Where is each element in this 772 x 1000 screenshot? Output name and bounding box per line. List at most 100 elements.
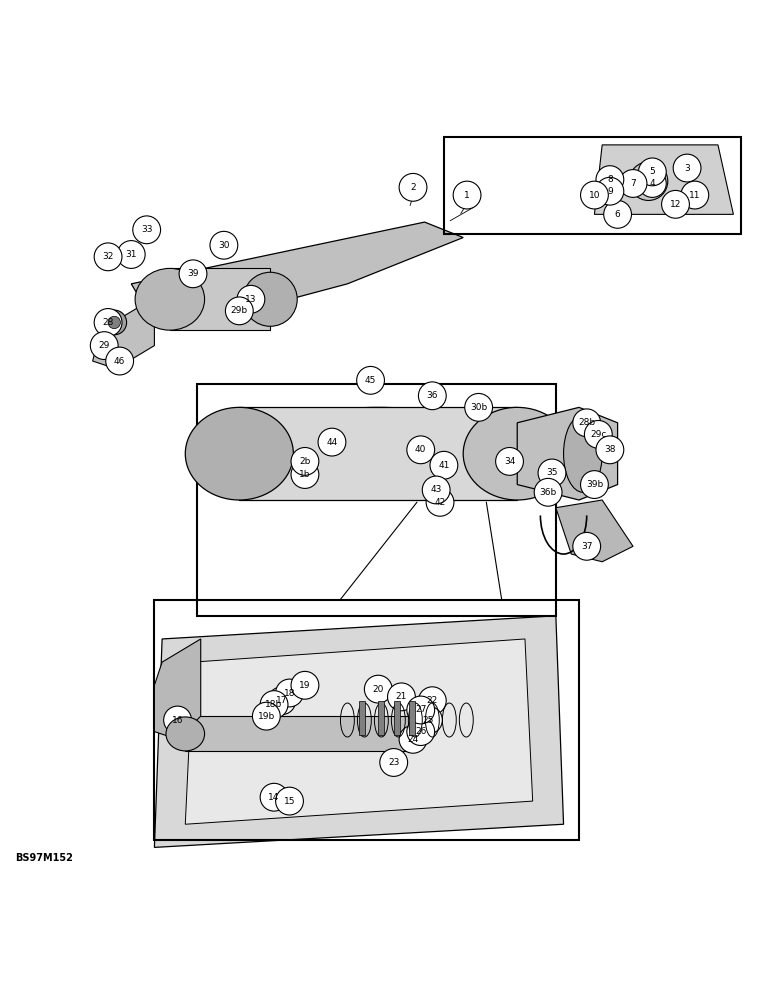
Text: 14: 14 xyxy=(269,793,279,802)
Circle shape xyxy=(581,471,608,498)
Text: 19: 19 xyxy=(300,681,310,690)
Text: 1: 1 xyxy=(464,191,470,200)
Circle shape xyxy=(318,428,346,456)
Circle shape xyxy=(94,309,122,336)
Circle shape xyxy=(573,409,601,437)
Circle shape xyxy=(681,181,709,209)
Circle shape xyxy=(415,706,442,734)
Ellipse shape xyxy=(629,162,668,200)
Text: 18b: 18b xyxy=(266,700,283,709)
Ellipse shape xyxy=(239,407,517,500)
Circle shape xyxy=(430,451,458,479)
Text: 16: 16 xyxy=(172,716,183,725)
Circle shape xyxy=(364,675,392,703)
Text: 2: 2 xyxy=(410,183,416,192)
Text: 34: 34 xyxy=(504,457,515,466)
Bar xyxy=(170,268,270,330)
Circle shape xyxy=(619,170,647,197)
Ellipse shape xyxy=(463,407,571,500)
Ellipse shape xyxy=(185,407,293,500)
Circle shape xyxy=(638,158,666,186)
Text: 28: 28 xyxy=(103,318,113,327)
Text: 15: 15 xyxy=(284,797,295,806)
Circle shape xyxy=(407,696,435,724)
Text: 4: 4 xyxy=(649,179,655,188)
Text: 9: 9 xyxy=(607,187,613,196)
Circle shape xyxy=(225,297,253,325)
Circle shape xyxy=(179,260,207,288)
Circle shape xyxy=(276,679,303,707)
Circle shape xyxy=(117,241,145,268)
Text: 5: 5 xyxy=(649,167,655,176)
Circle shape xyxy=(584,420,612,448)
Ellipse shape xyxy=(108,316,120,329)
Bar xyxy=(239,407,517,500)
Text: 11: 11 xyxy=(689,191,700,200)
Text: 3: 3 xyxy=(684,164,690,173)
Circle shape xyxy=(291,448,319,475)
Text: 43: 43 xyxy=(431,485,442,494)
Circle shape xyxy=(357,366,384,394)
Text: 36: 36 xyxy=(427,391,438,400)
Text: 8: 8 xyxy=(607,175,613,184)
Ellipse shape xyxy=(135,268,205,330)
Circle shape xyxy=(418,382,446,410)
Bar xyxy=(359,701,365,735)
Text: 44: 44 xyxy=(327,438,337,447)
Circle shape xyxy=(90,332,118,359)
Polygon shape xyxy=(131,222,463,322)
Circle shape xyxy=(422,476,450,504)
Circle shape xyxy=(106,347,134,375)
Circle shape xyxy=(534,478,562,506)
Polygon shape xyxy=(185,639,533,824)
Text: 10: 10 xyxy=(589,191,600,200)
Text: 30: 30 xyxy=(218,241,229,250)
Circle shape xyxy=(210,231,238,259)
Circle shape xyxy=(581,181,608,209)
Circle shape xyxy=(604,200,631,228)
Circle shape xyxy=(399,173,427,201)
Circle shape xyxy=(596,166,624,194)
Text: 27: 27 xyxy=(415,705,426,714)
Circle shape xyxy=(596,436,624,464)
Text: 13: 13 xyxy=(245,295,256,304)
Text: 32: 32 xyxy=(103,252,113,261)
Text: 31: 31 xyxy=(126,250,137,259)
Text: 26: 26 xyxy=(415,727,426,736)
Text: 38: 38 xyxy=(604,445,615,454)
Text: 42: 42 xyxy=(435,498,445,507)
Circle shape xyxy=(453,181,481,209)
Circle shape xyxy=(94,243,122,271)
Text: 25: 25 xyxy=(423,716,434,725)
Polygon shape xyxy=(556,500,633,562)
Ellipse shape xyxy=(243,272,297,326)
Circle shape xyxy=(291,671,319,699)
Text: 22: 22 xyxy=(427,696,438,705)
Circle shape xyxy=(465,393,493,421)
Ellipse shape xyxy=(564,415,602,492)
Circle shape xyxy=(260,783,288,811)
Text: 23: 23 xyxy=(388,758,399,767)
Circle shape xyxy=(407,436,435,464)
Circle shape xyxy=(407,718,435,745)
Polygon shape xyxy=(517,407,618,500)
Text: 30b: 30b xyxy=(470,403,487,412)
Text: 45: 45 xyxy=(365,376,376,385)
Text: 33: 33 xyxy=(141,225,152,234)
Text: 40: 40 xyxy=(415,445,426,454)
Circle shape xyxy=(662,190,689,218)
Text: 37: 37 xyxy=(581,542,592,551)
Text: 17: 17 xyxy=(276,696,287,705)
Polygon shape xyxy=(154,639,201,739)
Polygon shape xyxy=(154,616,564,847)
Circle shape xyxy=(418,687,446,715)
Circle shape xyxy=(380,749,408,776)
Text: 46: 46 xyxy=(114,357,125,366)
Text: 29b: 29b xyxy=(231,306,248,315)
Text: 29c: 29c xyxy=(590,430,607,439)
Polygon shape xyxy=(594,145,733,214)
Bar xyxy=(378,701,384,735)
Text: 24: 24 xyxy=(408,735,418,744)
Text: 39: 39 xyxy=(188,269,198,278)
Text: 12: 12 xyxy=(670,200,681,209)
